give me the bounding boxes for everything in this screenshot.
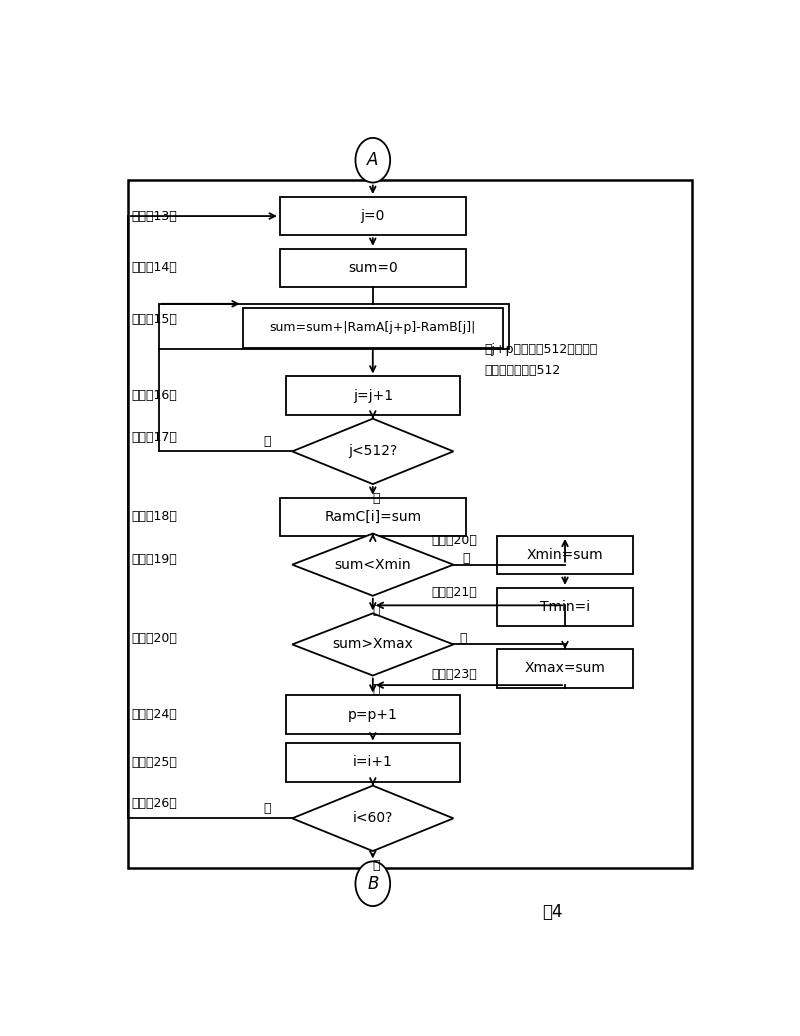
Text: i=i+1: i=i+1 [353, 755, 393, 770]
Text: Xmax=sum: Xmax=sum [525, 661, 606, 675]
Text: （步骨18）: （步骨18） [131, 511, 177, 523]
Text: 否: 否 [372, 604, 380, 616]
Text: （步骨20）: （步骨20） [432, 535, 478, 547]
Text: 是: 是 [264, 802, 271, 815]
Bar [280, 197, 466, 235]
Text: i<60?: i<60? [353, 811, 393, 826]
Bar [286, 695, 459, 733]
Bar [280, 249, 466, 287]
Circle shape [355, 861, 390, 906]
Text: （步骨24）: （步骨24） [131, 709, 177, 721]
Polygon shape [292, 419, 454, 484]
Text: j<512?: j<512? [348, 444, 398, 458]
Text: 否: 否 [372, 859, 380, 872]
Bar [280, 497, 466, 536]
Polygon shape [292, 613, 454, 675]
Text: 是: 是 [459, 632, 466, 644]
Text: A: A [367, 151, 378, 169]
Text: 是: 是 [264, 435, 271, 449]
Text: 否: 否 [372, 492, 380, 505]
Text: p=p+1: p=p+1 [348, 708, 398, 722]
Text: Xmin=sum: Xmin=sum [526, 548, 603, 563]
Text: 否: 否 [372, 684, 380, 696]
Text: （步骨23）: （步骨23） [432, 668, 478, 682]
Text: （步骨25）: （步骨25） [131, 756, 177, 769]
Text: （步骨19）: （步骨19） [131, 552, 177, 566]
Text: sum<Xmin: sum<Xmin [334, 557, 411, 572]
Bar [128, 180, 692, 868]
Text: 是: 是 [462, 552, 470, 565]
Bar [286, 376, 459, 414]
Text: j=j+1: j=j+1 [353, 388, 393, 403]
Text: 图4: 图4 [542, 903, 563, 921]
Text: （步骨17）: （步骨17） [131, 431, 177, 443]
Bar [497, 587, 634, 626]
Text: sum=sum+|RamA[j+p]-RamB[j]|: sum=sum+|RamA[j+p]-RamB[j]| [270, 321, 476, 335]
Text: （步骨21）: （步骨21） [432, 586, 478, 599]
Polygon shape [292, 785, 454, 851]
Text: （步骨26）: （步骨26） [131, 798, 177, 810]
Circle shape [355, 138, 390, 182]
Text: （步骨16）: （步骨16） [131, 390, 177, 402]
Text: （步骨14）: （步骨14） [131, 261, 177, 275]
Text: j=0: j=0 [361, 209, 385, 223]
Text: B: B [367, 874, 378, 893]
Bar [159, 304, 510, 349]
Text: Tmin=i: Tmin=i [540, 600, 590, 614]
Text: （步骨15）: （步骨15） [131, 313, 177, 326]
Polygon shape [292, 534, 454, 596]
Text: sum>Xmax: sum>Xmax [332, 637, 414, 652]
Text: （步骨13）: （步骨13） [131, 209, 177, 223]
Text: RamC[i]=sum: RamC[i]=sum [324, 510, 422, 524]
Bar [242, 308, 503, 348]
Bar [286, 744, 459, 781]
Bar [497, 536, 634, 574]
Bar [497, 650, 634, 688]
Text: sum=0: sum=0 [348, 261, 398, 275]
Text: （j+p）是除以512的余数；
如果为负，则加512: （j+p）是除以512的余数； 如果为负，则加512 [485, 343, 598, 377]
Text: （步骨20）: （步骨20） [131, 632, 177, 645]
